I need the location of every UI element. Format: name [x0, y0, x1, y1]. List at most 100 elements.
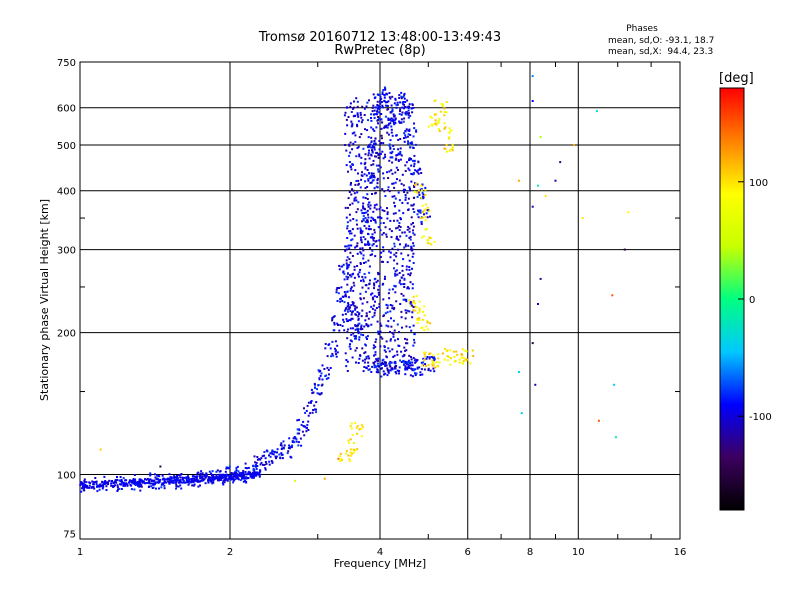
data-point [106, 481, 109, 484]
data-point [365, 227, 368, 230]
data-point [412, 306, 415, 308]
data-point [356, 425, 359, 428]
data-point [404, 170, 407, 172]
data-point [346, 237, 349, 239]
data-point [153, 483, 156, 486]
data-point [302, 420, 305, 423]
data-point [390, 104, 393, 107]
data-point [242, 469, 245, 472]
data-point [359, 354, 362, 357]
data-point [355, 219, 358, 222]
data-point [398, 113, 401, 115]
data-point [364, 158, 367, 161]
data-point [329, 347, 332, 350]
data-point [281, 447, 284, 450]
data-point [400, 316, 403, 319]
data-point [401, 265, 404, 267]
data-point [345, 307, 348, 310]
data-point [428, 357, 431, 360]
data-point [421, 236, 424, 239]
data-point [387, 133, 390, 136]
data-point [283, 444, 286, 447]
data-point [253, 455, 256, 458]
data-point [412, 242, 415, 245]
data-point [370, 176, 373, 179]
data-point [410, 216, 413, 219]
data-point [350, 313, 353, 316]
data-point [85, 481, 88, 484]
data-point [398, 331, 400, 334]
data-point [296, 432, 299, 435]
data-point [374, 365, 377, 368]
data-point [110, 482, 113, 485]
data-point [79, 481, 82, 484]
data-point [184, 481, 187, 484]
data-points [79, 75, 630, 493]
data-point [163, 484, 166, 487]
data-point [420, 188, 423, 190]
data-point [423, 305, 426, 308]
data-point [349, 230, 352, 232]
data-point [360, 133, 363, 136]
data-point [357, 120, 360, 123]
data-point [410, 107, 413, 110]
data-point [380, 367, 383, 370]
data-point [376, 119, 379, 122]
data-point [370, 113, 373, 116]
data-point [241, 475, 244, 478]
data-point [344, 313, 347, 316]
data-point [351, 148, 354, 151]
data-point [400, 218, 402, 221]
data-point [352, 189, 355, 192]
data-point [407, 365, 410, 368]
data-point [389, 111, 392, 114]
data-point [138, 485, 141, 488]
x-tick-label: 10 [572, 547, 585, 558]
data-point [544, 194, 547, 197]
data-point [99, 448, 102, 451]
data-point [423, 213, 425, 216]
data-point [346, 267, 349, 270]
data-point [360, 162, 363, 165]
data-point [400, 182, 403, 185]
data-point [392, 113, 395, 116]
data-point [369, 143, 372, 146]
data-point [362, 257, 365, 260]
data-point [350, 182, 352, 184]
data-point [366, 219, 369, 222]
data-point [408, 259, 411, 262]
data-point [347, 276, 350, 279]
data-point [216, 479, 219, 482]
data-point [391, 195, 394, 198]
data-point [336, 287, 339, 289]
data-point [423, 314, 426, 317]
data-point [392, 212, 395, 215]
data-point [319, 393, 321, 396]
data-point [391, 156, 394, 159]
data-point [406, 309, 409, 312]
data-point [425, 357, 428, 360]
data-point [426, 216, 429, 219]
data-point [537, 303, 539, 305]
data-point [118, 487, 121, 490]
data-point [398, 120, 401, 123]
data-point [427, 369, 430, 372]
data-point [193, 475, 196, 478]
data-point [399, 235, 402, 238]
data-point [382, 363, 385, 365]
data-point [260, 461, 263, 464]
data-point [412, 135, 415, 138]
data-point [402, 184, 405, 187]
data-point [389, 97, 392, 100]
data-point [364, 187, 367, 190]
data-point [139, 478, 142, 481]
data-point [351, 202, 354, 205]
data-point [418, 209, 421, 212]
data-point [376, 295, 379, 298]
data-point [412, 309, 415, 312]
data-point [370, 181, 373, 184]
data-point [368, 271, 371, 274]
data-point [221, 476, 224, 479]
data-point [376, 368, 379, 371]
